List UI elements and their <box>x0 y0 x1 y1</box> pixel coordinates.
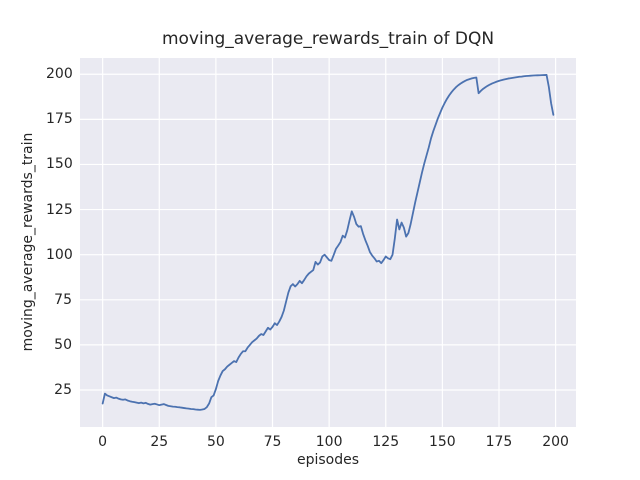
x-tick-label-25: 25 <box>150 434 169 450</box>
x-tick-label-50: 50 <box>206 434 225 450</box>
y-tick-label-75: 75 <box>54 291 72 308</box>
x-tick-label-75: 75 <box>263 434 282 450</box>
y-axis-label: moving_average_rewards_train <box>20 132 36 352</box>
series-line-moving_average_rewards_train <box>101 74 555 411</box>
y-tick-label-25: 25 <box>54 382 72 398</box>
y-tick-label-200: 200 <box>46 66 73 83</box>
x-tick-label-125: 125 <box>372 434 400 450</box>
x-axis-label: episodes <box>296 452 360 468</box>
x-tick-label-100: 100 <box>315 434 343 450</box>
x-tick-label-175: 175 <box>485 434 513 450</box>
chart-title: moving_average_rewards_train of DQN <box>161 29 495 49</box>
x-tick-label-200: 200 <box>542 434 569 450</box>
y-tick-label-100: 100 <box>46 246 73 263</box>
y-tick-label-175: 175 <box>46 111 73 128</box>
y-tick-label-150: 150 <box>46 156 73 173</box>
x-tick-label-0: 0 <box>98 434 108 450</box>
x-tick-label-150: 150 <box>428 434 456 450</box>
chart-canvas <box>80 58 576 427</box>
y-tick-label-50: 50 <box>54 336 72 353</box>
y-tick-label-125: 125 <box>46 201 73 218</box>
plot-area <box>80 58 576 427</box>
